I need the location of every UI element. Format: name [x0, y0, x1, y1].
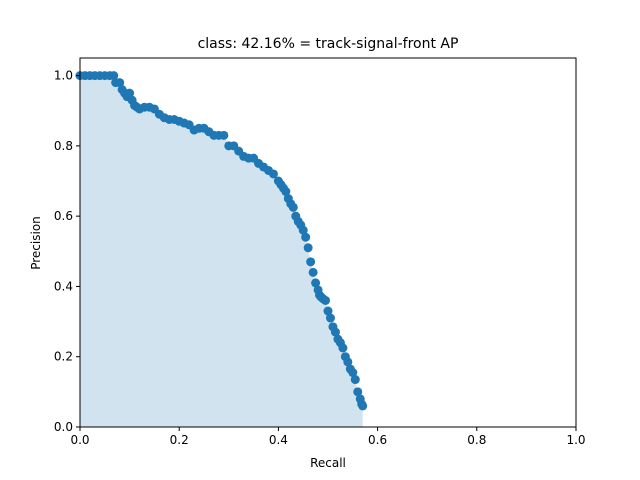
x-tick-label: 0.8 [467, 433, 486, 447]
pr-point [301, 232, 311, 242]
x-tick-label: 0.0 [70, 433, 89, 447]
pr-point [303, 243, 313, 253]
pr-point [325, 313, 335, 323]
pr-point [330, 327, 340, 337]
y-tick-label: 0.4 [54, 279, 73, 293]
y-tick-label: 0.0 [54, 420, 73, 434]
chart-title: class: 42.16% = track-signal-front AP [198, 36, 459, 52]
axes-frame [79, 57, 577, 428]
x-axis-label: Recall [310, 456, 346, 470]
x-tick-label: 0.6 [368, 433, 387, 447]
pr-point [109, 71, 119, 81]
pr-point [323, 306, 333, 316]
plot-area [75, 57, 577, 428]
pr-point [321, 295, 331, 305]
pr-point [350, 375, 360, 385]
pr-point [268, 169, 278, 179]
pr-point [298, 225, 308, 235]
pr-point [358, 401, 368, 411]
pr-point [219, 130, 229, 140]
pr-point [348, 368, 358, 378]
y-tick-label: 1.0 [54, 69, 73, 83]
pr-point [343, 357, 353, 367]
pr-point [308, 267, 318, 277]
pr-point [311, 278, 321, 288]
y-axis-label: Precision [29, 216, 43, 270]
x-tick-label: 0.4 [269, 433, 288, 447]
pr-point [353, 387, 363, 397]
x-axis-ticks: 0.0 0.2 0.4 0.6 0.8 1.0 [70, 427, 586, 447]
pr-point [281, 187, 291, 197]
y-tick-label: 0.2 [54, 350, 73, 364]
pr-point [338, 343, 348, 353]
x-tick-label: 1.0 [566, 433, 585, 447]
y-tick-label: 0.8 [54, 139, 73, 153]
pr-area-fill [80, 75, 363, 428]
pr-point [115, 78, 125, 88]
pr-point [306, 257, 316, 267]
y-tick-label: 0.6 [54, 209, 73, 223]
pr-point [125, 88, 135, 98]
x-tick-label: 0.2 [170, 433, 189, 447]
y-axis-ticks: 0.0 0.2 0.4 0.6 0.8 1.0 [54, 69, 80, 434]
pr-point [288, 202, 298, 212]
